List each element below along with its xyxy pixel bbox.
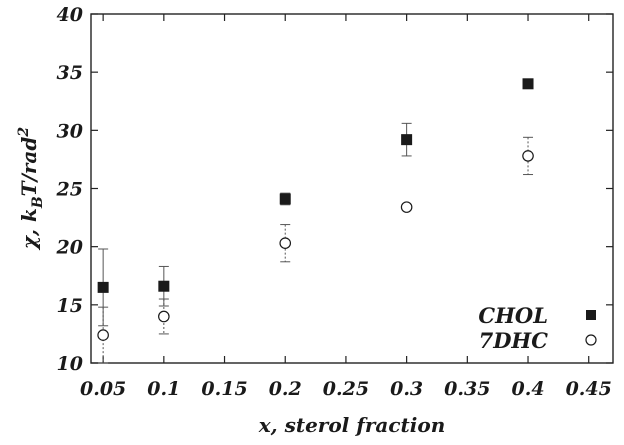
x-tick-label: 0.35 [444, 378, 490, 400]
point-chol [97, 281, 109, 293]
y-label-subscript: B [30, 196, 46, 209]
y-tick-label: 25 [56, 179, 83, 201]
x-tick-label: 0.15 [201, 378, 247, 400]
y-label-main: χ, k [17, 208, 41, 251]
y-axis-label: χ, kBT/rad2 [16, 127, 46, 251]
data-series [97, 78, 534, 364]
x-tick-label: 0.05 [80, 378, 126, 400]
legend-label-7dhc: 7DHC [479, 328, 549, 353]
legend-label-chol: CHOL [478, 303, 548, 328]
x-tick-label: 0.3 [390, 378, 423, 400]
point-7dhc [279, 237, 292, 249]
y-tick-label: 30 [57, 120, 83, 142]
point-7dhc [400, 201, 413, 213]
point-7dhc [158, 310, 170, 323]
x-tick-label: 0.1 [147, 378, 180, 400]
point-chol [401, 134, 413, 146]
y-tick-label: 20 [56, 237, 83, 259]
y-label-rest: T/rad [17, 137, 41, 197]
x-tick-label: 0.2 [269, 378, 302, 400]
point-7dhc [97, 329, 109, 341]
point-chol [158, 280, 170, 292]
legend: CHOL 7DHC [478, 303, 597, 353]
point-7dhc [522, 150, 534, 162]
legend-marker-chol [586, 310, 596, 320]
legend-marker-7dhc [585, 334, 597, 346]
x-axis-label: x, sterol fraction [258, 413, 446, 437]
y-tick-label: 40 [57, 4, 83, 26]
point-chol [522, 78, 534, 90]
y-tick-label: 35 [57, 62, 83, 84]
point-chol [279, 193, 291, 205]
axis-ticks: 0.05 0.1 0.15 0.2 0.25 0.3 0.35 0.4 0.45 10 15 20 25… [56, 4, 613, 400]
y-label-superscript: 2 [16, 127, 32, 138]
x-tick-label: 0.45 [566, 378, 612, 400]
x-tick-label: 0.25 [323, 378, 369, 400]
x-tick-label: 0.4 [511, 378, 544, 400]
y-tick-label: 15 [57, 295, 83, 317]
y-tick-label: 10 [57, 353, 83, 375]
